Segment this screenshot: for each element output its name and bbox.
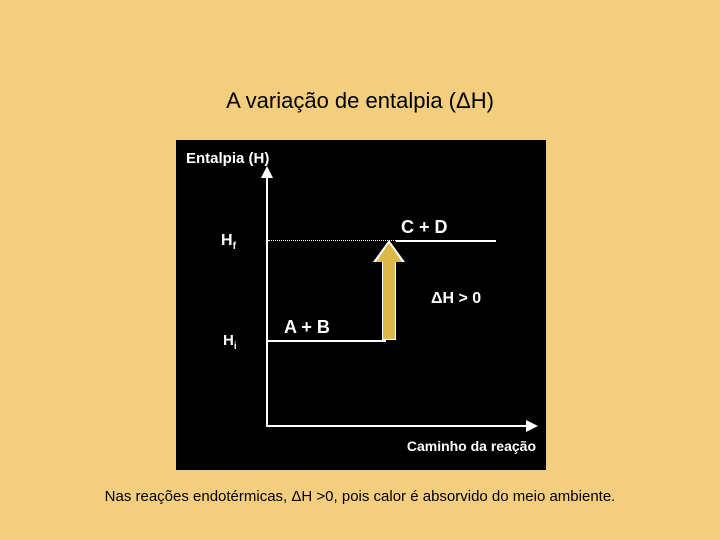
- x-axis-label: Caminho da reação: [407, 438, 536, 454]
- enthalpy-diagram: Entalpia (H) Hf C + D Hi A + B ΔH > 0 /*…: [176, 140, 546, 470]
- y-axis: [266, 176, 268, 425]
- reactants-underline: [268, 340, 386, 342]
- hi-label: Hi: [223, 332, 237, 352]
- hf-label: Hf: [221, 232, 236, 252]
- delta-h-label: ΔH > 0: [431, 290, 481, 308]
- caption-text: Nas reações endotérmicas, ΔH >0, pois ca…: [0, 488, 720, 505]
- reactants-label: A + B: [284, 317, 330, 338]
- reaction-arrow-body: [382, 260, 396, 340]
- y-axis-arrow: [261, 166, 273, 178]
- products-underline: [396, 240, 496, 242]
- y-axis-label: Entalpia (H): [186, 150, 269, 167]
- page-title: A variação de entalpia (ΔH): [0, 88, 720, 114]
- products-label: C + D: [401, 217, 448, 238]
- x-axis: [266, 425, 528, 427]
- x-axis-arrow: [526, 420, 538, 432]
- reaction-arrow-head: [376, 243, 402, 262]
